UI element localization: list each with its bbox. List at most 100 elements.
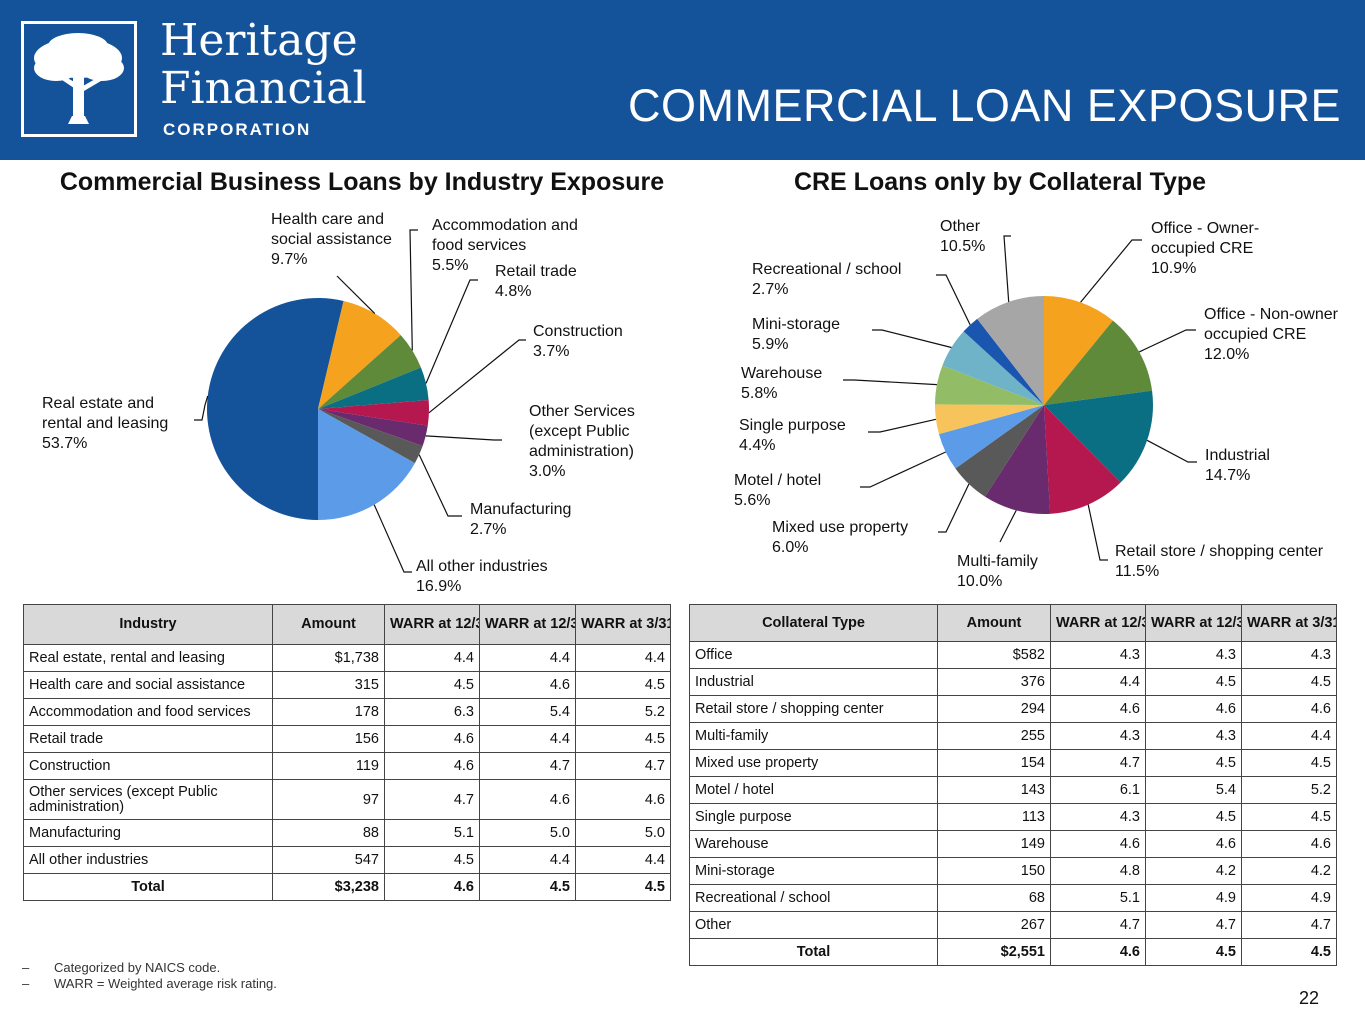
cell-amount: 178: [272, 698, 385, 726]
slice-label-mini-storage: Mini-storage 5.9%: [752, 316, 840, 353]
footnote-dash: –: [22, 976, 30, 991]
cell-warr-2021: 4.8: [1050, 857, 1146, 885]
cell-collateral-type: Multi-family: [689, 722, 938, 750]
cell-warr-2021: 4.7: [1050, 911, 1146, 939]
table-total-row: Total $3,238 4.6 4.5 4.5: [23, 873, 671, 901]
cell-industry: Construction: [23, 752, 273, 780]
table-row: Office $582 4.3 4.3 4.3: [689, 641, 1337, 669]
table-row: Health care and social assistance 315 4.5 4…: [23, 671, 671, 699]
cell-warr-2023: 4.5: [575, 671, 671, 699]
cell-total-label: Total: [23, 873, 273, 901]
cell-amount: 154: [937, 749, 1051, 777]
pie-slice-mini-storage: [942, 331, 1044, 405]
leader-line-real-estate-and-rental-and-leasing: [194, 395, 209, 421]
slice-label-mixed-use-property: Mixed use property 6.0%: [772, 519, 908, 556]
leader-line-health-care-and-social-assistance: [336, 275, 376, 315]
cell-warr-2023: 4.5: [1241, 749, 1337, 777]
cell-total-amount: $3,238: [272, 873, 385, 901]
cell-total-warr-2023: 4.5: [1241, 938, 1337, 966]
cell-industry: Health care and social assistance: [23, 671, 273, 699]
industry-table: Industry Amount WARR at 12/31/2021 WARR …: [23, 604, 671, 901]
slice-label-motel-hotel: Motel / hotel 5.6%: [734, 472, 821, 509]
pie-slice-office-owner-occupied-cre: [1044, 296, 1113, 405]
cell-warr-2021: 6.3: [384, 698, 480, 726]
cell-amount: 315: [272, 671, 385, 699]
footnote-dash: –: [22, 960, 30, 975]
leader-line-mini-storage: [872, 329, 952, 349]
table-row: Single purpose 113 4.3 4.5 4.5: [689, 803, 1337, 831]
leader-line-multi-family: [999, 510, 1017, 543]
cell-amount: 113: [937, 803, 1051, 831]
col-header-warr-2022: WARR at 12/31/2022: [1145, 604, 1242, 642]
col-header-amount: Amount: [272, 604, 385, 645]
cell-total-warr-2021: 4.6: [1050, 938, 1146, 966]
pie-slice-retail-store-shopping-center: [1044, 405, 1121, 514]
pie-slice-manufacturing: [318, 409, 423, 464]
pie-slice-accommodation-and-food-services: [318, 335, 421, 409]
cell-warr-2023: 4.6: [1241, 830, 1337, 858]
cell-collateral-type: Motel / hotel: [689, 776, 938, 804]
slice-label-single-purpose: Single purpose 4.4%: [739, 417, 846, 454]
pie-slice-motel-hotel: [938, 405, 1044, 469]
pie-slice-mixed-use-property: [955, 405, 1044, 497]
col-header-warr-2021: WARR at 12/31/2021: [1050, 604, 1146, 642]
cell-warr-2023: 4.4: [1241, 722, 1337, 750]
brand-name-line3: CORPORATION: [163, 120, 312, 139]
cell-collateral-type: Warehouse: [689, 830, 938, 858]
leader-line-single-purpose: [868, 418, 937, 433]
slice-label-health-care-and-social-assistance: Health care and social assistance 9.7%: [271, 211, 392, 268]
header-banner: Heritage Financial CORPORATION COMMERCIA…: [0, 0, 1365, 160]
leader-line-office-owner-occupied-cre: [1080, 239, 1142, 303]
leader-line-all-other-industries: [373, 504, 412, 573]
leader-line-motel-hotel: [860, 451, 946, 488]
pie-chart-2: Office - Owner-occupied CRE 10.9% Office -…: [734, 218, 1339, 590]
cell-industry: Manufacturing: [23, 819, 273, 847]
cell-amount: 547: [272, 846, 385, 874]
cell-amount: 267: [937, 911, 1051, 939]
cell-industry: Retail trade: [23, 725, 273, 753]
tree-logo-icon: [34, 33, 124, 124]
cell-warr-2022: 4.6: [479, 671, 576, 699]
slice-label-multi-family: Multi-family 10.0%: [957, 553, 1038, 590]
pie-slice-other: [977, 296, 1044, 405]
cell-warr-2023: 4.5: [1241, 668, 1337, 696]
col-header-warr-2021: WARR at 12/31/2021: [384, 604, 480, 645]
cell-warr-2022: 5.4: [1145, 776, 1242, 804]
cell-warr-2023: 4.6: [575, 779, 671, 820]
cell-warr-2023: 4.2: [1241, 857, 1337, 885]
cell-warr-2022: 4.3: [1145, 722, 1242, 750]
logo: [21, 21, 137, 137]
col-header-warr-2023: WARR at 3/31/2023: [575, 604, 671, 645]
col-header-collateral-type: Collateral Type: [689, 604, 938, 642]
cell-collateral-type: Single purpose: [689, 803, 938, 831]
cell-warr-2022: 5.4: [479, 698, 576, 726]
cell-warr-2021: 4.4: [1050, 668, 1146, 696]
cell-warr-2021: 4.7: [1050, 749, 1146, 777]
cell-warr-2023: 4.9: [1241, 884, 1337, 912]
leader-line-recreational-school: [936, 274, 971, 326]
slice-label-office-non-owner-occupied-cre: Office - Non-owner occupied CRE 12.0%: [1204, 306, 1339, 363]
slice-label-other: Other 10.5%: [940, 218, 985, 255]
pie-slice-retail-trade: [318, 367, 429, 409]
cell-industry: Accommodation and food services: [23, 698, 273, 726]
cell-warr-2021: 6.1: [1050, 776, 1146, 804]
table-row: All other industries 547 4.5 4.4 4.4: [23, 846, 671, 874]
cell-amount: 156: [272, 725, 385, 753]
leader-line-mixed-use-property: [938, 483, 970, 533]
table-row: Other services (except Public administra…: [23, 779, 671, 820]
cell-warr-2022: 5.0: [479, 819, 576, 847]
cell-warr-2021: 4.3: [1050, 722, 1146, 750]
cell-warr-2022: 4.7: [1145, 911, 1242, 939]
table-row: Accommodation and food services 178 6.3 5.4…: [23, 698, 671, 726]
cell-warr-2021: 4.6: [1050, 695, 1146, 723]
leader-line-retail-store-shopping-center: [1087, 504, 1108, 561]
pie-slice-warehouse: [935, 365, 1044, 405]
cell-warr-2021: 4.5: [384, 846, 480, 874]
cell-warr-2022: 4.6: [479, 779, 576, 820]
cell-warr-2022: 4.5: [1145, 749, 1242, 777]
slice-label-manufacturing: Manufacturing 2.7%: [470, 501, 571, 538]
cell-collateral-type: Retail store / shopping center: [689, 695, 938, 723]
table-row: Mixed use property 154 4.7 4.5 4.5: [689, 749, 1337, 777]
table-header-row: Industry Amount WARR at 12/31/2021 WARR …: [23, 604, 671, 645]
cell-warr-2023: 4.6: [1241, 695, 1337, 723]
